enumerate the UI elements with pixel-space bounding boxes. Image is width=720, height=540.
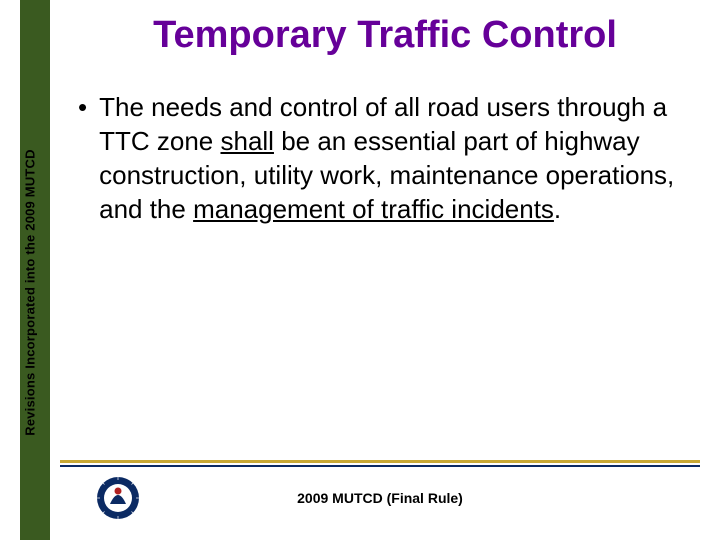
footer: 2009 MUTCD (Final Rule) bbox=[60, 472, 700, 532]
bullet-marker: • bbox=[78, 90, 87, 124]
bullet-underlined-segment: management of traffic incidents bbox=[193, 194, 554, 224]
slide-title: Temporary Traffic Control bbox=[70, 14, 700, 57]
bullet-item: • The needs and control of all road user… bbox=[78, 90, 690, 226]
bullet-underlined-segment: shall bbox=[220, 126, 273, 156]
footer-divider bbox=[60, 460, 700, 467]
bullet-text: The needs and control of all road users … bbox=[99, 90, 690, 226]
bullet-text-segment: . bbox=[554, 194, 561, 224]
divider-gold bbox=[60, 460, 700, 463]
divider-navy bbox=[60, 465, 700, 467]
slide: Revisions Incorporated into the 2009 MUT… bbox=[0, 0, 720, 540]
sidebar-vertical-label: Revisions Incorporated into the 2009 MUT… bbox=[23, 73, 38, 513]
footer-text: 2009 MUTCD (Final Rule) bbox=[60, 490, 700, 506]
bullet-list: • The needs and control of all road user… bbox=[78, 90, 690, 226]
